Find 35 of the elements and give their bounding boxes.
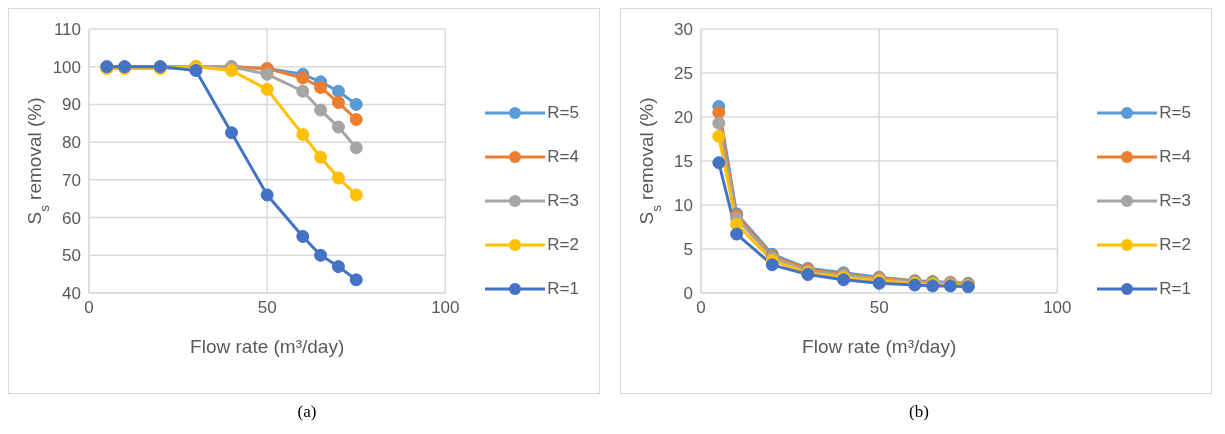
legend-label: R=1	[547, 278, 579, 300]
y-tick-label: 50	[62, 246, 81, 266]
y-tick-label: 70	[62, 170, 81, 190]
x-tick-label: 100	[431, 298, 460, 318]
y-tick-label: 90	[62, 95, 81, 115]
legend-label: R=2	[547, 234, 579, 256]
x-tick-label: 0	[696, 298, 706, 318]
x-tick-label: 50	[257, 298, 277, 318]
x-tick-label: 0	[84, 298, 94, 318]
x-tick-label: 100	[1043, 298, 1072, 318]
legend-label: R=2	[1159, 234, 1191, 256]
y-tick-label: 40	[62, 284, 81, 304]
y-tick-label: 25	[674, 64, 693, 84]
text: (a)	[296, 402, 318, 422]
x-tick-label: 50	[869, 298, 889, 318]
legend-label: R=3	[1159, 190, 1191, 212]
x-axis-title: Flow rate (m³/day)	[190, 336, 345, 357]
y-tick-label: 110	[53, 20, 81, 40]
y-tick-label: 5	[683, 240, 693, 260]
y-tick-label: 60	[62, 208, 81, 228]
legend-label: R=5	[547, 102, 579, 124]
legend-label: R=1	[1159, 278, 1191, 300]
legend-label: R=3	[547, 190, 579, 212]
y-tick-label: 80	[62, 133, 81, 153]
y-tick-label: 20	[674, 108, 693, 128]
y-tick-label: 10	[674, 196, 693, 216]
y-tick-label: 30	[674, 20, 693, 40]
y-tick-label: 15	[674, 152, 693, 172]
legend-label: R=4	[1159, 146, 1191, 168]
legend-label: R=5	[1159, 102, 1191, 124]
y-tick-label: 100	[52, 57, 81, 77]
y-tick-label: 0	[683, 284, 693, 304]
legend-label: R=4	[547, 146, 579, 168]
x-axis-title: Flow rate (m³/day)	[802, 336, 957, 357]
text: (b)	[908, 402, 930, 422]
